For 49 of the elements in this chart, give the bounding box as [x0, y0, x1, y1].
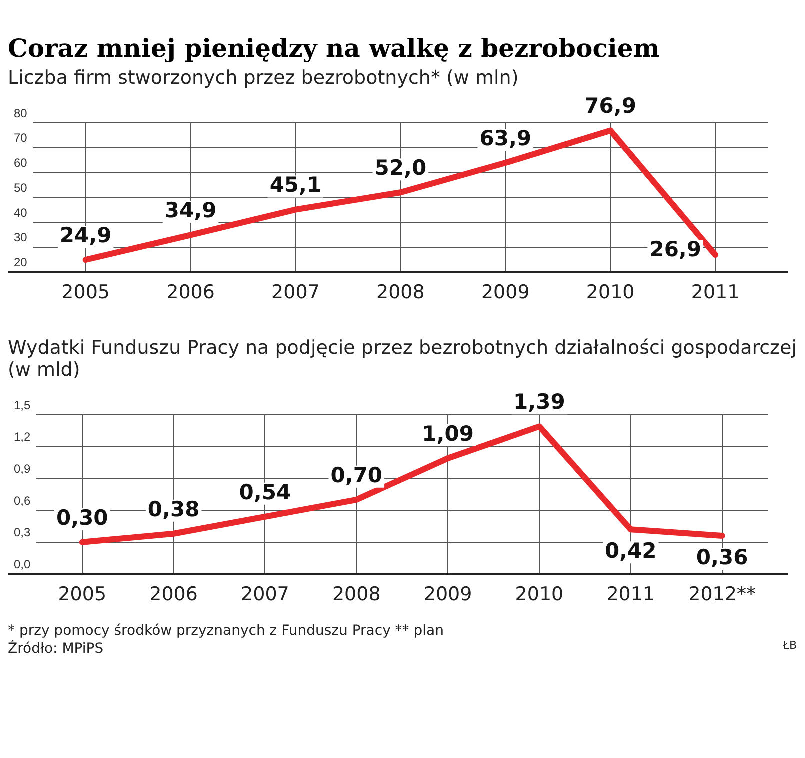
data-label: 24,9	[60, 223, 112, 248]
data-label: 76,9	[584, 94, 636, 118]
x-tick-label: 2009	[424, 584, 472, 606]
y-tick-label: 0,6	[14, 494, 31, 508]
data-label: 0,54	[239, 480, 292, 504]
text: * przy pomocy środków przyznanych z Funduszu Pracy ** plan	[8, 623, 445, 639]
y-tick-label: 70	[14, 131, 28, 146]
y-tick-label: 1,2	[14, 430, 31, 444]
chart-subtitle: Liczba firm stworzonych przez bezrobotnych* (w mln)	[8, 67, 520, 89]
chart-title: Coraz mniej pieniędzy na walkę z bezrobociem	[8, 34, 661, 63]
chart-title: Wydatki Funduszu Pracy na podjęcie przez bezrobotnych działalności gospodarczej (w mld)	[8, 337, 798, 381]
data-label: 63,9	[480, 126, 532, 150]
y-tick-label: 80	[14, 106, 28, 120]
data-label: 0,42	[604, 539, 657, 564]
data-label: 1,39	[514, 390, 566, 414]
text: Źródło: MPiPS	[8, 641, 104, 657]
y-tick-label: 1,5	[14, 398, 31, 412]
x-tick-label: 2006	[150, 584, 198, 606]
x-tick-label: 2010	[515, 584, 564, 606]
y-tick-label: 0,0	[14, 558, 31, 572]
x-tick-label: 2012**	[688, 584, 756, 606]
x-tick-label: 2007	[241, 584, 290, 606]
x-tick-label: 2011	[606, 584, 656, 606]
x-tick-label: 2008	[376, 282, 425, 304]
data-label: 1,09	[422, 422, 474, 446]
data-label: 0,36	[696, 545, 748, 570]
x-tick-label: 2006	[166, 282, 215, 304]
y-tick-label: 60	[14, 156, 28, 170]
data-label: 0,38	[148, 497, 200, 522]
data-label: 0,70	[330, 463, 383, 488]
data-label: 45,1	[270, 173, 322, 198]
y-tick-label: 0,3	[14, 526, 31, 540]
text: ŁB	[783, 639, 797, 652]
data-label: 26,9	[650, 237, 702, 262]
x-tick-label: 2005	[58, 584, 107, 606]
x-tick-label: 2010	[586, 282, 635, 304]
x-tick-label: 2007	[272, 282, 320, 304]
y-tick-label: 20	[14, 256, 28, 270]
data-label: 52,0	[374, 156, 427, 180]
data-label: 0,30	[56, 506, 108, 530]
y-tick-label: 40	[14, 206, 28, 220]
x-tick-label: 2011	[691, 282, 740, 304]
x-tick-label: 2009	[481, 282, 530, 304]
x-tick-label: 2005	[62, 282, 110, 304]
y-tick-label: 30	[14, 230, 28, 245]
y-tick-label: 0,9	[14, 462, 31, 476]
data-label: 34,9	[164, 198, 217, 223]
x-tick-label: 2008	[332, 584, 381, 606]
y-tick-label: 50	[14, 180, 28, 195]
